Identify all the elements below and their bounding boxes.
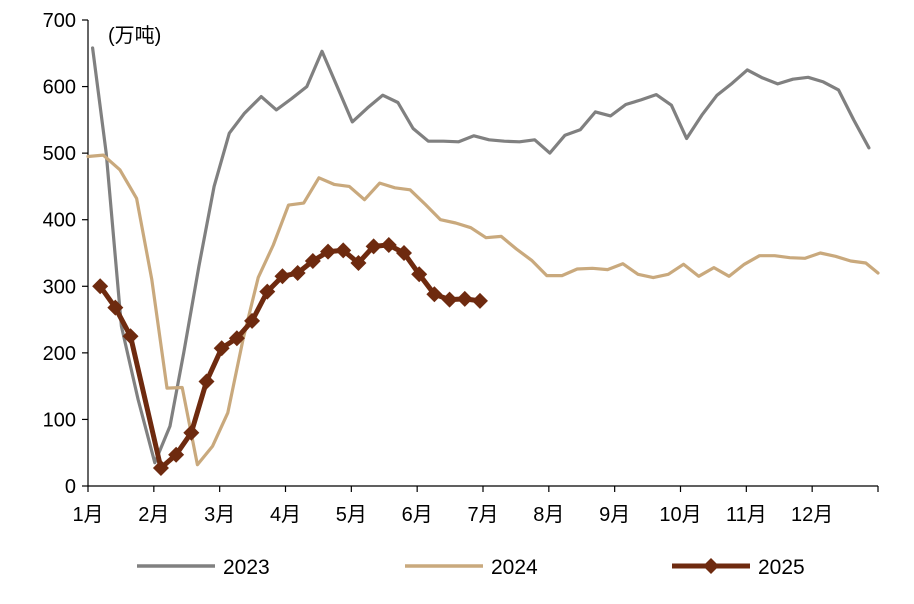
x-tick-label: 2月 — [138, 504, 169, 526]
x-tick-label: 4月 — [270, 504, 301, 526]
y-tick-label: 100 — [43, 409, 76, 431]
data-point-2025 — [122, 328, 139, 345]
x-tick-label: 8月 — [533, 504, 564, 526]
data-point-2025 — [335, 242, 352, 259]
data-point-2025 — [365, 238, 382, 255]
y-tick-label: 500 — [43, 143, 76, 165]
legend: 2023 2024 2025 — [137, 556, 805, 579]
series-layer — [86, 46, 880, 477]
y-tick-label: 600 — [43, 77, 76, 99]
data-point-2025 — [411, 266, 428, 283]
data-point-2025 — [92, 278, 109, 295]
x-tick-label: 5月 — [336, 504, 367, 526]
y-tick-label: 700 — [43, 10, 76, 32]
data-point-2025 — [274, 268, 291, 285]
legend-label: 2023 — [223, 556, 270, 579]
data-point-2025 — [213, 340, 230, 357]
data-point-2025 — [107, 299, 124, 316]
legend-item-2024: 2024 — [405, 556, 538, 579]
data-point-2025 — [244, 312, 261, 329]
data-point-2025 — [456, 290, 473, 307]
data-point-2025 — [228, 330, 245, 347]
x-tick-label: 11月 — [726, 504, 767, 526]
series-2024 — [86, 153, 880, 467]
data-point-2025 — [198, 373, 215, 390]
y-axis: 0 100 200 300 400 500 600 700 — [43, 10, 89, 498]
data-point-2025 — [304, 252, 321, 269]
x-tick-label: 10月 — [659, 504, 701, 526]
data-point-2025 — [289, 264, 306, 281]
x-tick-label: 1月 — [72, 504, 103, 526]
data-point-2025 — [350, 254, 367, 271]
data-point-2025 — [396, 245, 412, 261]
series-2023 — [90, 46, 871, 465]
data-point-2025 — [168, 446, 185, 463]
y-tick-label: 0 — [65, 476, 76, 498]
data-point-2025 — [183, 424, 200, 441]
data-point-2025 — [152, 460, 169, 477]
data-point-2025 — [259, 283, 276, 300]
x-axis: 1月 2月 3月 4月 5月 6月 7月 8月 9月 10月 11月 12月 — [72, 485, 879, 526]
y-tick-label: 200 — [43, 343, 76, 365]
unit-label: (万吨) — [108, 24, 161, 47]
data-point-2025 — [471, 292, 488, 309]
legend-label: 2024 — [491, 556, 538, 579]
x-tick-label: 7月 — [467, 504, 498, 526]
data-point-2025 — [320, 243, 337, 260]
x-tick-label: 9月 — [599, 504, 630, 526]
x-tick-label: 6月 — [402, 504, 433, 526]
y-tick-label: 300 — [43, 276, 76, 298]
series-line-2023 — [90, 46, 871, 465]
legend-label: 2025 — [758, 556, 805, 579]
data-point-2025 — [380, 237, 397, 254]
x-tick-label: 12月 — [791, 504, 833, 526]
legend-marker — [703, 558, 719, 574]
data-point-2025 — [426, 286, 443, 303]
data-point-2025 — [441, 291, 458, 308]
legend-item-2023: 2023 — [137, 556, 270, 579]
y-tick-label: 400 — [43, 210, 76, 232]
series-line-2024 — [86, 153, 880, 467]
x-tick-label: 3月 — [204, 504, 235, 526]
series-2025 — [92, 237, 488, 477]
legend-item-2025: 2025 — [672, 556, 805, 579]
